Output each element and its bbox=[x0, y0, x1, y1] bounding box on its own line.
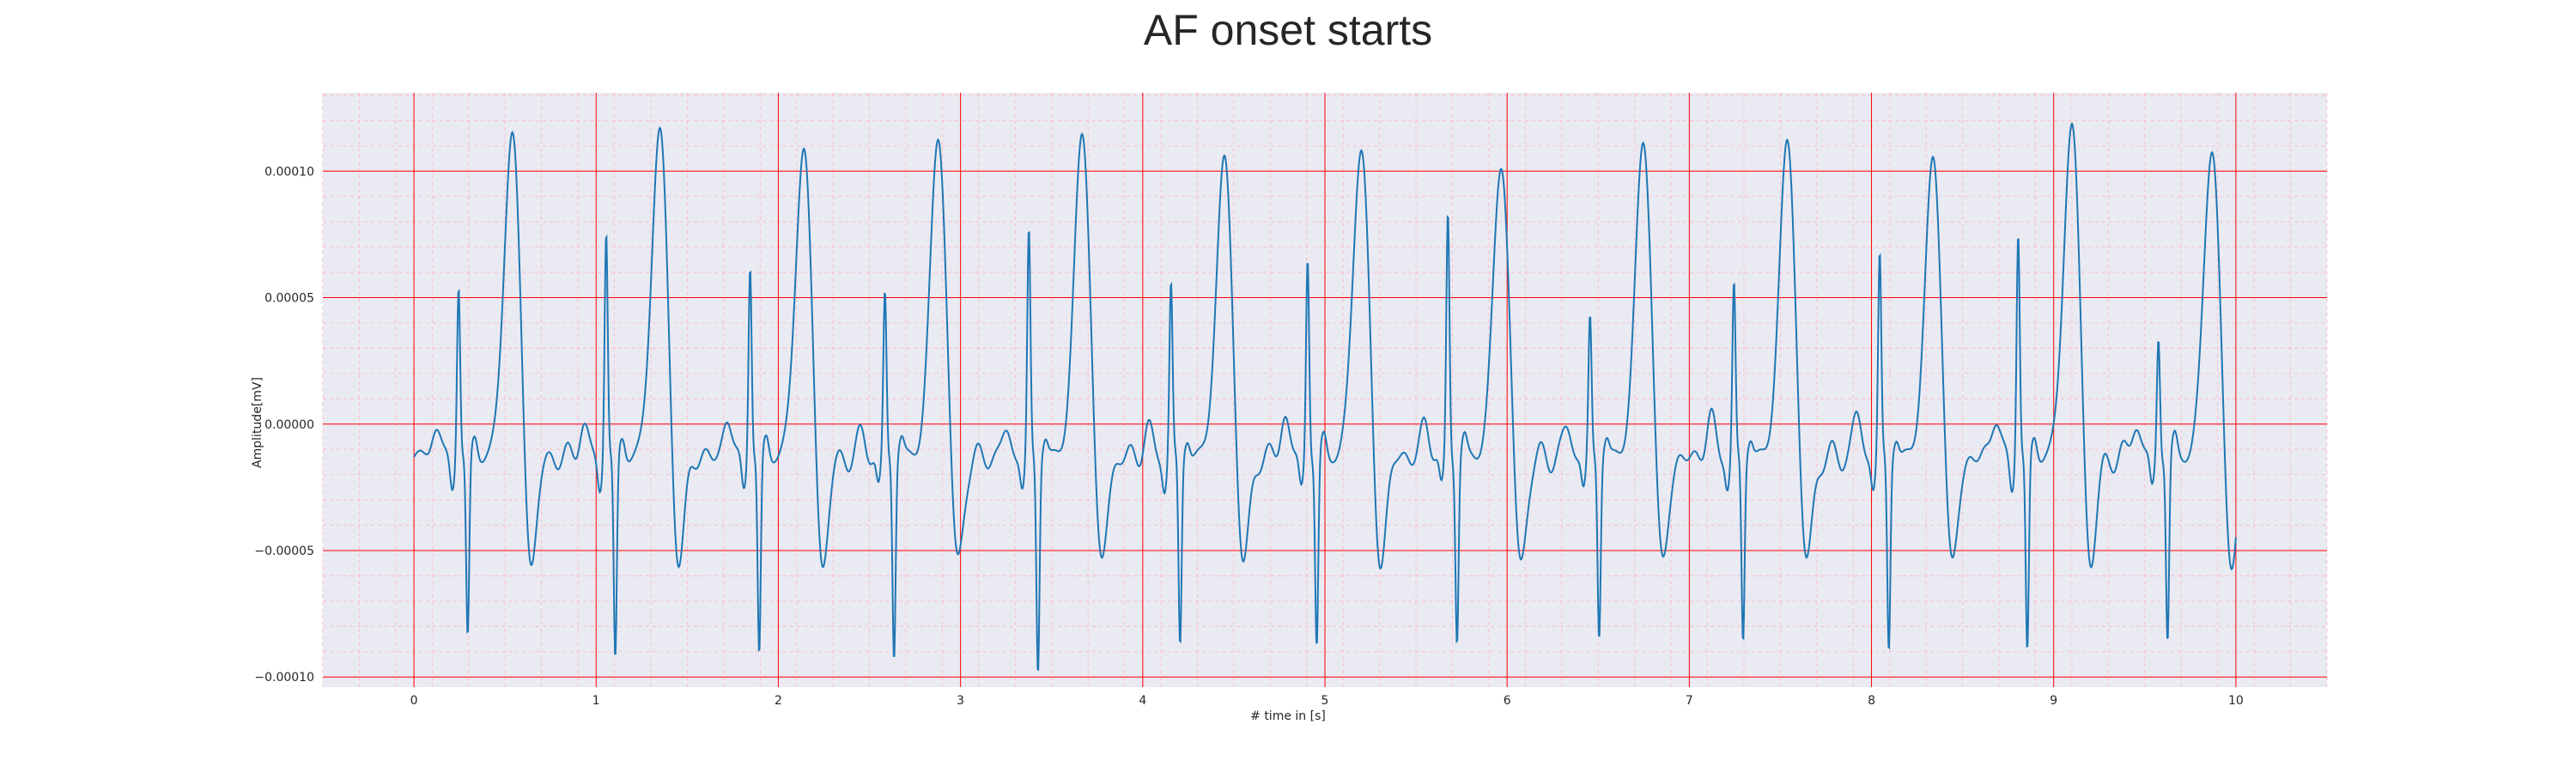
y-tick-label: 0.00005 bbox=[264, 292, 314, 306]
x-tick-label: 4 bbox=[1139, 694, 1146, 708]
x-tick-label: 1 bbox=[592, 694, 600, 708]
y-tick-label: 0.00000 bbox=[264, 418, 314, 432]
x-tick-label: 10 bbox=[2228, 694, 2244, 708]
x-tick-label: 8 bbox=[1868, 694, 1875, 708]
y-tick-label: −0.00010 bbox=[254, 671, 314, 685]
x-tick-label: 0 bbox=[410, 694, 418, 708]
x-tick-label: 3 bbox=[957, 694, 964, 708]
x-tick-label: 7 bbox=[1686, 694, 1693, 708]
x-tick-label: 2 bbox=[775, 694, 782, 708]
x-axis-ticks: 0 1 2 3 4 5 6 7 8 9 10 bbox=[410, 694, 2244, 708]
x-tick-label: 9 bbox=[2050, 694, 2057, 708]
y-axis-ticks: −0.00010 −0.00005 0.00000 0.00005 0.00010 bbox=[254, 165, 314, 685]
y-axis-label: Amplitude[mV] bbox=[251, 377, 264, 468]
major-grid bbox=[323, 93, 2327, 687]
y-tick-label: −0.00005 bbox=[254, 545, 314, 558]
x-axis-label: # time in [s] bbox=[1250, 709, 1326, 723]
y-tick-label: 0.00010 bbox=[264, 165, 314, 179]
ecg-series-line bbox=[413, 122, 2237, 672]
x-tick-label: 6 bbox=[1504, 694, 1511, 708]
x-tick-label: 5 bbox=[1321, 694, 1329, 708]
chart-title: AF onset starts bbox=[1144, 6, 1432, 54]
